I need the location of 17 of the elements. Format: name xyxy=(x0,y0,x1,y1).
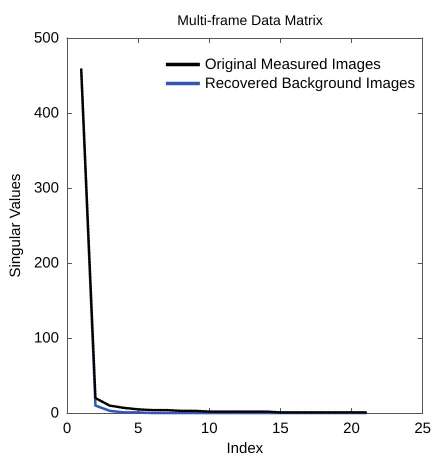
x-tick-label: 0 xyxy=(62,420,72,438)
y-tick-label: 0 xyxy=(50,404,59,422)
y-tick-label: 500 xyxy=(34,30,59,46)
legend-label: Recovered Background Images xyxy=(204,75,416,92)
y-tick-label: 100 xyxy=(34,330,59,347)
chart-title: Multi-frame Data Matrix xyxy=(177,12,323,28)
x-tick-label: 15 xyxy=(272,420,289,438)
y-tick-label: 300 xyxy=(34,180,59,197)
y-axis-title: Singular Values xyxy=(7,174,24,278)
x-tick-label: 10 xyxy=(200,420,218,438)
legend-label: Original Measured Images xyxy=(204,56,381,73)
x-tick-label: 5 xyxy=(134,420,142,438)
y-tick-label: 200 xyxy=(34,254,59,272)
x-tick-label: 25 xyxy=(414,420,431,438)
y-tick-label: 400 xyxy=(34,104,59,122)
x-tick-label: 20 xyxy=(343,420,360,438)
x-axis-title: Index xyxy=(226,440,264,457)
